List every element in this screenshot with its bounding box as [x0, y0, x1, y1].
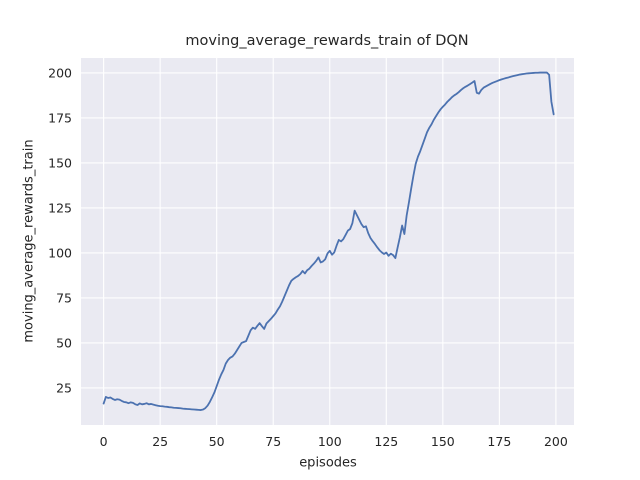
x-tick-label: 100: [317, 434, 342, 449]
y-tick-label: 50: [56, 335, 72, 351]
x-tick-label: 50: [208, 434, 225, 449]
x-tick-label: 175: [487, 434, 512, 449]
y-tick-label: 75: [56, 290, 72, 306]
y-tick-label: 100: [48, 245, 72, 261]
x-tick-label: 0: [99, 434, 108, 449]
x-tick-label: 150: [430, 434, 455, 449]
chart-title: moving_average_rewards_train of DQN: [185, 33, 469, 49]
y-tick-label: 200: [48, 65, 72, 81]
y-tick-label: 150: [48, 155, 72, 171]
reward-curve-line: [102, 71, 555, 411]
x-tick-label: 75: [265, 434, 282, 449]
x-tick-label: 125: [374, 434, 399, 449]
y-tick-label: 175: [48, 110, 72, 126]
x-axis-label: episodes: [299, 455, 357, 471]
y-tick-label: 25: [56, 380, 72, 396]
axes-background: [81, 58, 574, 425]
x-tick-label: 25: [152, 434, 169, 449]
x-tick-label: 200: [543, 434, 568, 449]
y-axis-label: moving_average_rewards_train: [21, 139, 37, 343]
y-tick-label: 125: [48, 200, 72, 216]
